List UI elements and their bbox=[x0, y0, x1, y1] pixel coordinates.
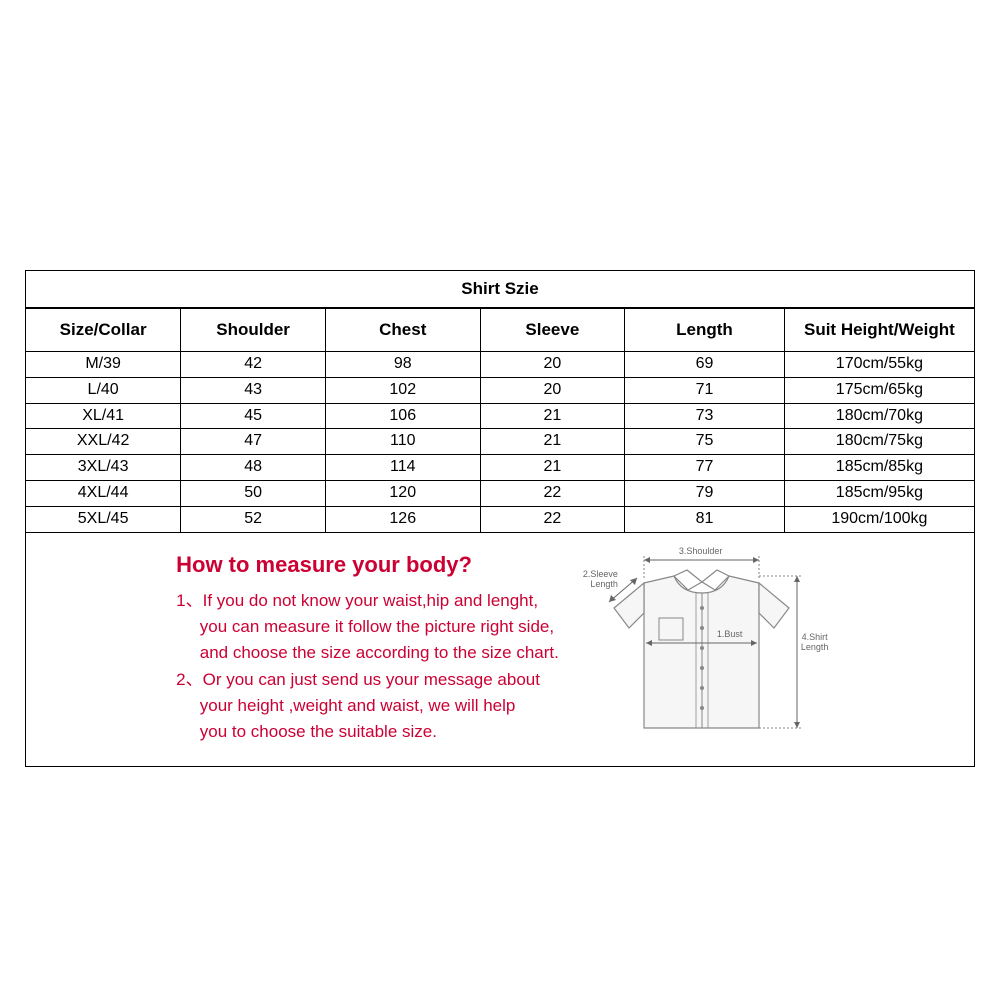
table-cell: 185cm/85kg bbox=[784, 455, 974, 481]
table-cell: 185cm/95kg bbox=[784, 481, 974, 507]
table-cell: 175cm/65kg bbox=[784, 377, 974, 403]
diag-label-bust: 1.Bust bbox=[717, 630, 743, 640]
table-header-row: Size/Collar Shoulder Chest Sleeve Length… bbox=[26, 309, 974, 352]
table-cell: 106 bbox=[325, 403, 480, 429]
table-cell: 48 bbox=[181, 455, 326, 481]
info-title: How to measure your body? bbox=[176, 548, 559, 582]
info-line: If you do not know your waist,hip and le… bbox=[203, 591, 538, 610]
table-cell: 22 bbox=[480, 506, 625, 532]
table-cell: 102 bbox=[325, 377, 480, 403]
table-row: XXL/42471102175180cm/75kg bbox=[26, 429, 974, 455]
table-cell: 3XL/43 bbox=[26, 455, 181, 481]
table-cell: 98 bbox=[325, 352, 480, 378]
table-cell: XXL/42 bbox=[26, 429, 181, 455]
col-header: Chest bbox=[325, 309, 480, 352]
diag-label-length: 4.Shirt bbox=[802, 632, 828, 642]
info-text: How to measure your body? 1、If you do no… bbox=[176, 548, 559, 746]
table-cell: 21 bbox=[480, 429, 625, 455]
table-row: XL/41451062173180cm/70kg bbox=[26, 403, 974, 429]
table-row: M/3942982069170cm/55kg bbox=[26, 352, 974, 378]
info-line: your height ,weight and waist, we will h… bbox=[200, 696, 516, 715]
table-cell: 21 bbox=[480, 455, 625, 481]
table-cell: 170cm/55kg bbox=[784, 352, 974, 378]
table-cell: 45 bbox=[181, 403, 326, 429]
table-cell: 47 bbox=[181, 429, 326, 455]
table-cell: 73 bbox=[625, 403, 785, 429]
diag-label-shoulder: 3.Shoulder bbox=[679, 547, 723, 557]
col-header: Shoulder bbox=[181, 309, 326, 352]
info-line-prefix: 1、 bbox=[176, 591, 202, 610]
info-line: you can measure it follow the picture ri… bbox=[200, 617, 554, 636]
table-cell: 81 bbox=[625, 506, 785, 532]
table-cell: 22 bbox=[480, 481, 625, 507]
info-line: Or you can just send us your message abo… bbox=[203, 670, 540, 689]
table-cell: 75 bbox=[625, 429, 785, 455]
size-chart-container: Shirt Szie Size/Collar Shoulder Chest Sl… bbox=[25, 270, 975, 767]
size-table: Size/Collar Shoulder Chest Sleeve Length… bbox=[26, 308, 974, 766]
table-cell: 77 bbox=[625, 455, 785, 481]
table-cell: 42 bbox=[181, 352, 326, 378]
info-line: and choose the size according to the siz… bbox=[200, 643, 559, 662]
table-cell: 114 bbox=[325, 455, 480, 481]
table-cell: 20 bbox=[480, 377, 625, 403]
table-cell: 190cm/100kg bbox=[784, 506, 974, 532]
col-header: Size/Collar bbox=[26, 309, 181, 352]
table-row: 4XL/44501202279185cm/95kg bbox=[26, 481, 974, 507]
table-row: 3XL/43481142177185cm/85kg bbox=[26, 455, 974, 481]
shirt-diagram: 3.Shoulder 2.Sleeve Length 1.Bust 4.Shir… bbox=[569, 548, 824, 743]
table-cell: 5XL/45 bbox=[26, 506, 181, 532]
table-cell: 52 bbox=[181, 506, 326, 532]
table-row: L/40431022071175cm/65kg bbox=[26, 377, 974, 403]
table-cell: 110 bbox=[325, 429, 480, 455]
table-cell: 43 bbox=[181, 377, 326, 403]
table-cell: 50 bbox=[181, 481, 326, 507]
table-cell: XL/41 bbox=[26, 403, 181, 429]
col-header: Length bbox=[625, 309, 785, 352]
table-cell: L/40 bbox=[26, 377, 181, 403]
diag-label-length2: Length bbox=[801, 642, 829, 652]
table-cell: 126 bbox=[325, 506, 480, 532]
table-cell: 71 bbox=[625, 377, 785, 403]
table-cell: 180cm/75kg bbox=[784, 429, 974, 455]
table-cell: 20 bbox=[480, 352, 625, 378]
table-row: 5XL/45521262281190cm/100kg bbox=[26, 506, 974, 532]
diag-label-sleeve2: Length bbox=[590, 579, 618, 589]
info-row: How to measure your body? 1、If you do no… bbox=[26, 532, 974, 766]
table-cell: 69 bbox=[625, 352, 785, 378]
diag-label-sleeve: 2.Sleeve bbox=[583, 569, 618, 579]
table-cell: M/39 bbox=[26, 352, 181, 378]
table-cell: 4XL/44 bbox=[26, 481, 181, 507]
col-header: Suit Height/Weight bbox=[784, 309, 974, 352]
table-cell: 120 bbox=[325, 481, 480, 507]
table-title: Shirt Szie bbox=[26, 271, 974, 308]
info-line: you to choose the suitable size. bbox=[200, 722, 437, 741]
table-cell: 79 bbox=[625, 481, 785, 507]
table-cell: 180cm/70kg bbox=[784, 403, 974, 429]
table-cell: 21 bbox=[480, 403, 625, 429]
info-line-prefix: 2、 bbox=[176, 670, 202, 689]
col-header: Sleeve bbox=[480, 309, 625, 352]
